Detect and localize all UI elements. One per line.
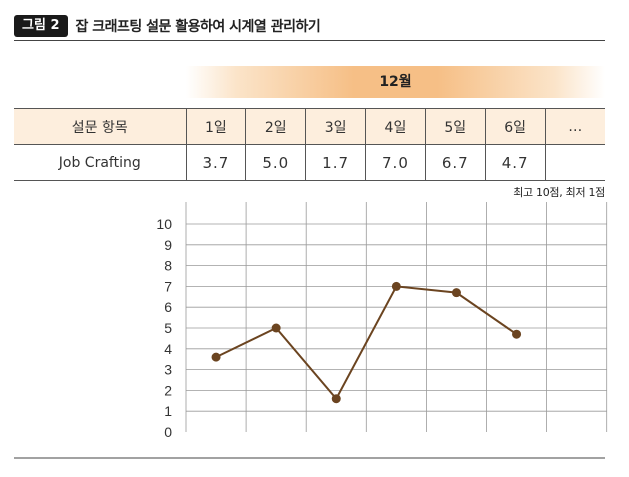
score-cell: 4.7 [484,144,546,181]
data-point [271,323,281,333]
day-header: 6일 [484,108,546,145]
score-cell: 5.0 [245,144,306,181]
figure-title: 잡 크래프팅 설문 활용하여 시계열 관리하기 [75,19,321,35]
y-tick-label: 2 [164,382,172,398]
y-tick-label: 8 [164,258,172,274]
score-cell: 7.0 [365,144,426,181]
top-divider [14,40,605,41]
day-header: 4일 [365,108,426,145]
figure-badge: 그림 2 [14,15,68,37]
figure-header: 그림 2 잡 크래프팅 설문 활용하여 시계열 관리하기 [14,14,321,38]
data-point [512,329,522,339]
y-tick-label: 3 [164,362,172,378]
row-label: Job Crafting [14,144,186,181]
scale-note: 최고 10점, 최저 1점 [513,186,605,199]
data-point [331,394,341,404]
data-point [391,281,401,291]
month-label: 12월 [379,74,412,90]
y-tick-label: 7 [164,278,172,294]
score-cell: 1.7 [305,144,366,181]
y-tick-label: 0 [164,424,172,440]
table-header-row: 설문 항목 1일 2일 3일 4일 5일 6일 … [14,108,605,145]
day-header: 3일 [305,108,366,145]
survey-table: 설문 항목 1일 2일 3일 4일 5일 6일 … Job Crafting 3… [14,108,605,181]
data-point [451,288,461,298]
series-line [215,285,518,401]
score-cell: 3.7 [185,144,246,181]
header-label: 설문 항목 [14,108,186,145]
data-point [211,352,221,362]
y-tick-label: 9 [164,237,172,253]
month-band [186,66,605,98]
y-tick-label: 10 [156,216,172,232]
y-tick-label: 6 [164,299,172,315]
day-header: 2일 [245,108,306,145]
day-header: 1일 [185,108,246,145]
y-tick-label: 5 [164,320,172,336]
score-cell: 6.7 [424,144,486,181]
y-tick-label: 1 [164,403,172,419]
day-header-more: … [544,108,605,145]
day-header: 5일 [424,108,486,145]
score-cell-empty [544,144,605,181]
table-row: Job Crafting 3.7 5.0 1.7 7.0 6.7 4.7 [14,144,605,181]
y-tick-label: 4 [164,341,172,357]
